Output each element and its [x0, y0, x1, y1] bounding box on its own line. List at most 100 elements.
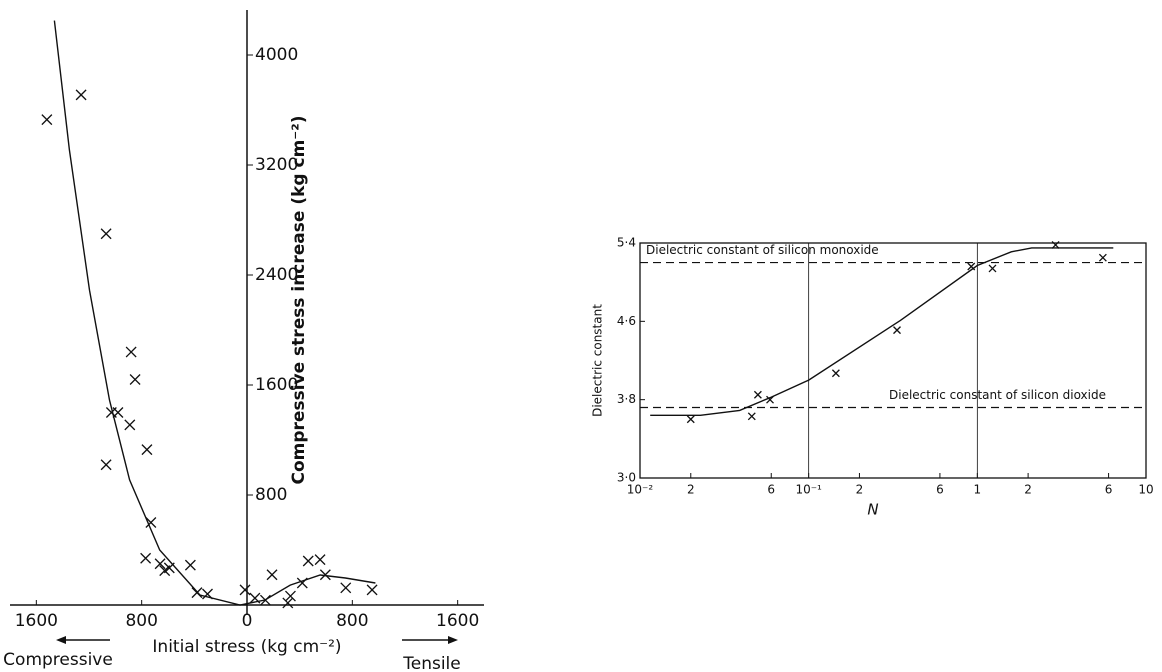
data-point: [75, 89, 87, 101]
y-axis-label: Compressive stress increase (kg cm⁻²): [289, 116, 309, 485]
marker-stroke: [1098, 253, 1107, 262]
data-point: [100, 228, 112, 240]
reference-label: Dielectric constant of silicon monoxide: [646, 243, 879, 257]
marker-stroke: [112, 407, 124, 418]
marker-stroke: [129, 374, 141, 385]
data-point: [988, 264, 997, 273]
y-tick-label: 4·6: [617, 314, 636, 328]
data-point: [129, 374, 141, 385]
data-point: [140, 552, 152, 564]
data-point: [184, 559, 196, 571]
x-tick-label: 800: [336, 611, 368, 631]
marker-stroke: [239, 584, 251, 596]
data-point: [41, 114, 53, 126]
marker-stroke: [893, 326, 901, 335]
marker-stroke: [145, 517, 157, 528]
direction-label: Tensile: [402, 654, 461, 672]
data-point: [319, 569, 331, 581]
data-point: [266, 569, 278, 581]
marker-stroke: [753, 390, 762, 399]
y-tick-label: 4000: [255, 45, 298, 65]
marker-stroke: [141, 444, 153, 456]
marker-stroke: [41, 114, 53, 126]
marker-stroke: [284, 590, 296, 602]
marker-stroke: [747, 412, 756, 421]
y-tick-label: 3·8: [617, 392, 636, 406]
data-point: [302, 555, 314, 567]
x-tick-label: 1600: [15, 611, 58, 631]
data-point: [141, 444, 153, 456]
arrow-head: [448, 636, 458, 644]
x-tick-label: 2: [687, 483, 695, 497]
marker-stroke: [249, 592, 261, 604]
marker-stroke: [202, 588, 213, 600]
x-axis-label: N: [867, 501, 878, 519]
reference-label: Dielectric constant of silicon dioxide: [889, 388, 1106, 402]
x-axis-label: Initial stress (kg cm⁻²): [152, 637, 341, 657]
marker-stroke: [831, 369, 840, 378]
marker-stroke: [266, 569, 278, 581]
data-point: [124, 419, 136, 431]
x-tick-label: 6: [1105, 483, 1113, 497]
x-tick-label: 6: [936, 483, 944, 497]
y-tick-label: 2400: [255, 265, 298, 285]
direction-label: Compressive: [3, 650, 113, 670]
marker-stroke: [319, 569, 331, 581]
marker-stroke: [302, 555, 314, 567]
marker-stroke: [184, 559, 196, 571]
plot-frame: [639, 242, 1147, 479]
data-point: [340, 582, 352, 594]
chart: 1600 800 0 800 1600 800 1600 2400 3200 4000 Initia…: [3, 10, 484, 672]
x-tick-label: 10⁻¹: [795, 483, 822, 497]
data-point: [154, 558, 166, 570]
data-point: [366, 584, 378, 596]
fit-curve: [53, 20, 376, 606]
x-tick-label: 2: [1024, 483, 1032, 497]
data-point: [1098, 253, 1107, 262]
data-point: [314, 554, 326, 566]
data-point: [831, 369, 840, 378]
x-tick-label: 6: [767, 483, 775, 497]
y-tick-label: 3200: [255, 155, 298, 175]
marker-stroke: [366, 584, 378, 596]
data-point: [145, 517, 157, 528]
y-tick-label: 800: [255, 485, 287, 505]
fit-curve: [650, 247, 1114, 416]
data-point: [284, 590, 296, 602]
chart: 10⁻² 2 6 10⁻¹ 2 6 1 2 6 10 3·0 3·8 4·6 5·4 Dielectric …: [591, 236, 1154, 519]
x-tick-label: 2: [856, 483, 864, 497]
x-tick-label: 1600: [436, 611, 479, 631]
data-point: [100, 459, 112, 471]
data-point: [125, 346, 137, 358]
x-tick-label: 1: [974, 483, 982, 497]
marker-stroke: [154, 558, 166, 570]
marker-stroke: [124, 419, 136, 431]
y-axis-label: Dielectric constant: [591, 304, 605, 417]
data-point: [753, 390, 762, 399]
marker-stroke: [100, 459, 112, 471]
y-tick-label: 5·4: [617, 236, 636, 250]
marker-stroke: [125, 346, 137, 358]
x-tick-label: 0: [242, 611, 253, 631]
marker-stroke: [100, 228, 112, 240]
data-point: [112, 407, 124, 418]
marker-stroke: [686, 415, 695, 424]
data-point: [239, 584, 251, 596]
marker-stroke: [340, 582, 352, 594]
y-tick-label: 1600: [255, 375, 298, 395]
data-point: [967, 262, 976, 271]
marker-stroke: [988, 264, 997, 273]
data-point: [686, 415, 695, 424]
y-tick-label: 3·0: [617, 471, 636, 485]
marker-stroke: [282, 597, 294, 609]
data-point: [893, 326, 901, 335]
x-tick-label: 10: [1138, 483, 1153, 497]
x-tick-label: 800: [125, 611, 157, 631]
data-point: [747, 412, 756, 421]
data-point: [282, 597, 294, 609]
arrow-head: [56, 636, 66, 644]
x-tick-label: 10⁻²: [627, 483, 654, 497]
marker-stroke: [314, 554, 326, 566]
marker-stroke: [75, 89, 87, 101]
